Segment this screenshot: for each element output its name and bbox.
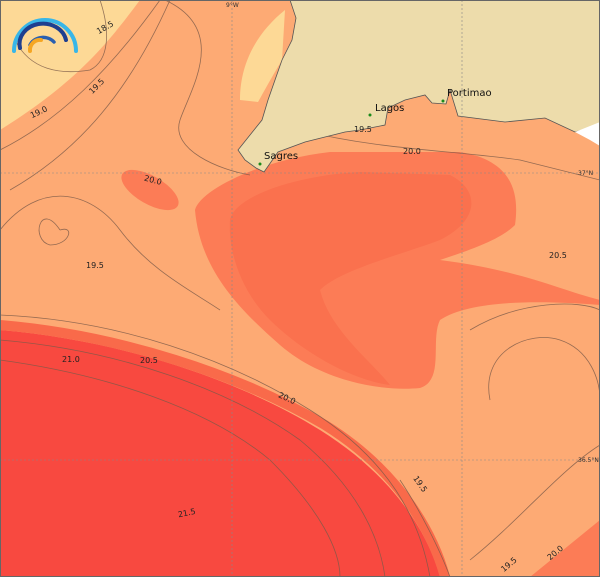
contour-label: 20.0 <box>143 174 163 187</box>
sea-18-19-coast <box>240 10 285 102</box>
warm-patch-small <box>121 169 179 211</box>
isotherm <box>488 337 600 401</box>
isotherm <box>0 339 386 577</box>
contour-label: 20.0 <box>403 147 421 156</box>
isotherm <box>14 0 107 73</box>
sea-20-21-se <box>530 520 600 577</box>
lat-label: 37°N <box>578 170 593 177</box>
isotherm <box>469 303 600 331</box>
contour-label: 21.0 <box>62 355 80 364</box>
sea-18-19 <box>0 0 140 130</box>
contour-label: 19.5 <box>86 261 104 270</box>
city-dot-portimao <box>441 99 445 103</box>
contour-label: 20.5 <box>140 356 158 365</box>
no-data-patch <box>575 122 600 146</box>
lat-label: 36.5°N <box>578 457 599 464</box>
isotherm <box>299 129 600 181</box>
city-dot-lagos <box>368 113 372 117</box>
isotherm <box>164 0 251 176</box>
isotherm <box>9 0 171 191</box>
contour-label: 21.5 <box>177 507 196 520</box>
lon-label: 9°W <box>226 2 239 9</box>
city-label-portimao: Portimao <box>447 88 492 99</box>
arc-waves-logo <box>12 18 78 53</box>
city-dot-sagres <box>258 162 262 166</box>
isotherm <box>0 314 431 577</box>
isotherm <box>38 218 70 246</box>
isotherm <box>0 0 161 151</box>
contour-label: 19.5 <box>354 125 372 134</box>
isotherm <box>0 359 341 577</box>
city-label-sagres: Sagres <box>264 151 298 162</box>
land <box>237 0 600 173</box>
isotherm <box>399 479 451 577</box>
city-label-lagos: Lagos <box>375 103 404 114</box>
warm-core-inner <box>229 172 472 385</box>
isotherm <box>0 195 221 311</box>
sea-21-outer <box>0 320 450 577</box>
contour-label: 20.5 <box>549 251 567 260</box>
sea-21-22 <box>0 330 440 577</box>
isotherm <box>469 444 600 561</box>
